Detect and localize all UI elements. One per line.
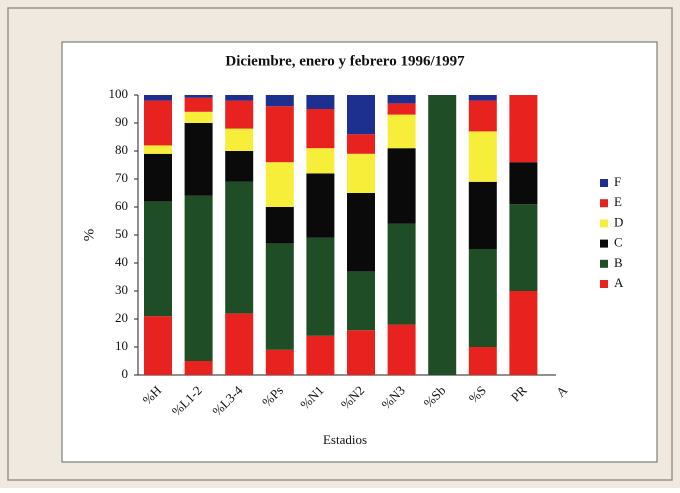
bar-segment	[265, 106, 294, 163]
bar-segment	[225, 100, 254, 129]
bar-segment	[225, 181, 254, 314]
bar-segment	[265, 162, 294, 207]
bar-segment	[144, 145, 172, 154]
bar-segment	[306, 148, 335, 174]
bar-segment	[225, 151, 254, 182]
y-tick-label: 30	[115, 282, 128, 297]
bar-segment	[468, 181, 497, 249]
legend-swatch	[600, 199, 608, 208]
bar-segment	[468, 95, 497, 101]
bar-segment	[144, 153, 172, 202]
bar-segment	[144, 95, 172, 101]
bar-segment	[347, 95, 375, 135]
legend-label: A	[614, 275, 624, 290]
bar-segment	[184, 361, 213, 375]
bar-segment	[347, 330, 375, 375]
legend-swatch	[600, 280, 608, 288]
bar-segment	[509, 95, 538, 163]
bar-segment	[509, 204, 538, 291]
bar-segment	[347, 153, 375, 193]
bar-segment	[265, 207, 294, 244]
bar-segment	[306, 335, 335, 375]
bar-segment	[387, 114, 416, 149]
bar-segment	[184, 123, 213, 196]
bar-segment	[225, 128, 254, 151]
y-tick-label: 80	[115, 142, 128, 157]
y-axis-label: %	[81, 229, 97, 242]
legend-swatch	[600, 219, 608, 228]
bar-segment	[387, 223, 416, 325]
legend-swatch	[600, 259, 608, 268]
bar-segment	[225, 95, 254, 101]
bar-segment	[347, 271, 375, 331]
bar-segment	[387, 324, 416, 375]
bar-segment	[468, 347, 497, 375]
bar-segment	[468, 131, 497, 182]
chart-title: Diciembre, enero y febrero 1996/1997	[225, 53, 465, 69]
y-tick-label: 10	[115, 338, 128, 353]
bar-segment	[144, 100, 172, 146]
bar-segment	[184, 111, 213, 123]
y-tick-label: 100	[109, 86, 129, 101]
legend-label: D	[614, 214, 623, 229]
bar-segment	[144, 316, 172, 375]
bar-segment	[468, 249, 497, 347]
bar-segment	[306, 95, 335, 109]
legend-swatch	[600, 239, 608, 248]
bar-segment	[265, 349, 294, 375]
outer-frame	[7, 7, 673, 481]
bar-segment	[184, 97, 213, 112]
legend-label: B	[614, 255, 623, 270]
legend-label: C	[614, 235, 623, 250]
bar-segment	[347, 134, 375, 154]
bar-segment	[306, 109, 335, 149]
y-tick-label: 50	[115, 226, 128, 241]
bar-segment	[184, 95, 213, 98]
legend-label: E	[614, 194, 622, 209]
y-tick-label: 70	[115, 170, 128, 185]
y-tick-label: 60	[115, 198, 128, 213]
bar-segment	[265, 243, 294, 350]
y-tick-label: 40	[115, 254, 128, 269]
bar-segment	[387, 103, 416, 115]
bar-segment	[144, 201, 172, 317]
bar-segment	[509, 291, 538, 375]
legend-label: F	[614, 174, 621, 189]
bar-segment	[306, 173, 335, 238]
legend-swatch	[600, 179, 608, 187]
bar-segment	[225, 313, 254, 375]
bar-segment	[509, 162, 538, 205]
x-axis-label: Estadios	[323, 432, 367, 447]
bar-segment	[184, 195, 213, 361]
y-tick-label: 0	[122, 366, 129, 381]
y-tick-label: 90	[115, 114, 128, 129]
bar-segment	[387, 95, 416, 104]
bar-segment	[468, 100, 497, 132]
bar-segment	[306, 237, 335, 336]
bar-segment	[265, 95, 294, 107]
bar-segment	[347, 193, 375, 272]
bar-segment	[428, 95, 457, 375]
bar-segment	[387, 148, 416, 224]
y-tick-label: 20	[115, 310, 128, 325]
